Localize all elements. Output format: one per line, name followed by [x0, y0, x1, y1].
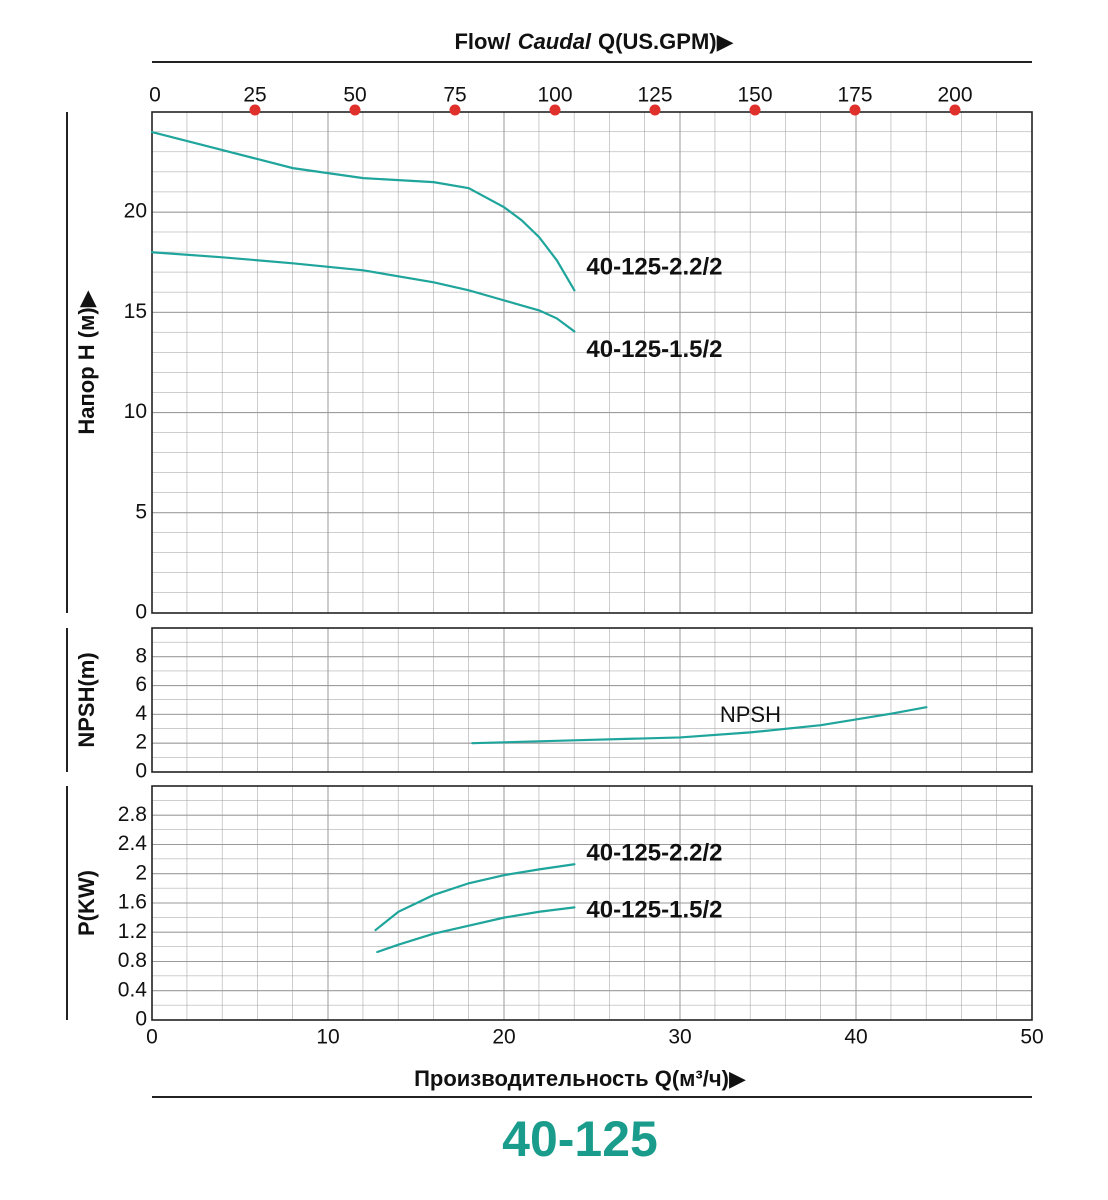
- x2-tick-marker: [949, 104, 961, 116]
- y-tick-label: 6: [135, 673, 147, 696]
- y-tick-label: 2: [135, 861, 147, 884]
- y-tick-label: 0.8: [118, 949, 147, 972]
- curve: [150, 251, 576, 333]
- x-tick-label: 50: [1020, 1026, 1043, 1049]
- x-tick-label: 10: [316, 1026, 339, 1049]
- curve-label: 40-125-2.2/2: [586, 254, 722, 281]
- x2-tick-marker: [849, 104, 861, 116]
- y-tick-label: 4: [135, 702, 147, 725]
- x-tick-label: 30: [668, 1026, 691, 1049]
- x2-tick-label: 200: [937, 84, 972, 107]
- x2-tick-marker: [649, 104, 661, 116]
- x2-tick-label: 125: [637, 84, 672, 107]
- y-tick-label: 0: [135, 601, 147, 624]
- x2-tick-marker: [249, 104, 261, 116]
- x2-tick-label: 50: [343, 84, 366, 107]
- curve-label: NPSH: [720, 702, 781, 727]
- y-tick-label: 1.6: [118, 891, 147, 914]
- x-tick-label: 20: [492, 1026, 515, 1049]
- curve: [376, 906, 576, 954]
- x2-tick-label: 25: [243, 84, 266, 107]
- x2-tick-label: 100: [537, 84, 572, 107]
- plot-frame: [151, 627, 1033, 773]
- y-tick-label: 0.4: [118, 978, 148, 1001]
- minor-grid: [152, 628, 1032, 772]
- model-title: 40-125: [502, 1111, 658, 1167]
- x2-tick-label: 175: [837, 84, 872, 107]
- x2-axis-label-part: Q(US.GPM)▶: [598, 29, 734, 54]
- y-axis-label: NPSH(m): [74, 652, 99, 747]
- y-tick-label: 2.8: [118, 803, 147, 826]
- x2-tick-marker: [749, 104, 761, 116]
- plot-frame: [151, 785, 1033, 1021]
- y-tick-label: 15: [124, 300, 147, 323]
- x2-axis-label: Flow/Caudal Q(US.GPM)▶: [454, 29, 733, 54]
- x2-axis-label-part: Caudal: [518, 29, 592, 54]
- y-tick-label: 0: [135, 760, 147, 783]
- y-tick-label: 20: [124, 200, 147, 223]
- curve: [150, 130, 576, 292]
- y-tick-label: 5: [135, 500, 147, 523]
- curve: [471, 706, 928, 745]
- y-tick-label: 2.4: [118, 832, 148, 855]
- y-axis-label: Напор H (м)▶: [74, 290, 99, 434]
- y-axis-label: P(KW): [74, 870, 99, 936]
- plot-frame: [151, 111, 1033, 614]
- y-tick-label: 0: [135, 1008, 147, 1031]
- minor-grid: [152, 112, 1032, 613]
- x2-tick-marker: [549, 104, 561, 116]
- x2-tick-label: 75: [443, 84, 466, 107]
- x2-tick-label: 0: [149, 84, 161, 107]
- x2-tick-marker: [449, 104, 461, 116]
- x-tick-label: 0: [146, 1026, 158, 1049]
- curve-label: 40-125-2.2/2: [586, 840, 722, 867]
- x2-axis-label-part: Flow/: [454, 29, 510, 54]
- x2-tick-label: 150: [737, 84, 772, 107]
- x-axis-label: Производительность Q(м³/ч)▶: [414, 1066, 746, 1091]
- y-tick-label: 2: [135, 731, 147, 754]
- y-tick-label: 8: [135, 644, 147, 667]
- curve-label: 40-125-1.5/2: [586, 336, 722, 363]
- y-tick-label: 10: [124, 400, 147, 423]
- curve: [374, 863, 576, 932]
- curve-label: 40-125-1.5/2: [586, 897, 722, 924]
- x2-tick-marker: [349, 104, 361, 116]
- x-tick-label: 40: [844, 1026, 867, 1049]
- y-tick-label: 1.2: [118, 920, 147, 943]
